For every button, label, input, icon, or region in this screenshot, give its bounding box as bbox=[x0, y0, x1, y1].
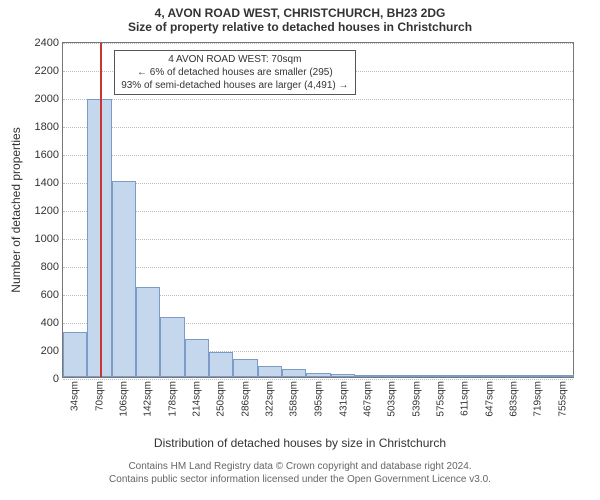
histogram-bar bbox=[477, 375, 501, 377]
x-tick-label: 647sqm bbox=[484, 381, 495, 417]
histogram-bar bbox=[428, 375, 452, 377]
footer-line2: Contains public sector information licen… bbox=[0, 473, 600, 486]
y-tick-label: 2400 bbox=[35, 37, 63, 49]
chart-plot-area: 0200400600800100012001400160018002000220… bbox=[62, 42, 574, 378]
y-tick-label: 600 bbox=[41, 289, 63, 301]
x-tick-label: 467sqm bbox=[363, 381, 374, 417]
y-axis-label: Number of detached properties bbox=[9, 127, 23, 292]
property-marker-line bbox=[100, 43, 102, 377]
footer-line1: Contains HM Land Registry data © Crown c… bbox=[0, 460, 600, 473]
histogram-bar bbox=[550, 375, 574, 377]
gridline bbox=[63, 99, 573, 100]
x-tick-label: 358sqm bbox=[289, 381, 300, 417]
x-tick-label: 214sqm bbox=[191, 381, 202, 417]
histogram-bar bbox=[136, 287, 160, 377]
x-tick-label: 719sqm bbox=[533, 381, 544, 417]
x-tick-label: 431sqm bbox=[338, 381, 349, 417]
histogram-bar bbox=[355, 375, 379, 377]
gridline bbox=[63, 155, 573, 156]
title-subtitle: Size of property relative to detached ho… bbox=[0, 20, 600, 34]
histogram-bar bbox=[63, 332, 87, 378]
x-tick-label: 755sqm bbox=[557, 381, 568, 417]
x-tick-label: 286sqm bbox=[240, 381, 251, 417]
x-tick-label: 322sqm bbox=[264, 381, 275, 417]
y-tick-label: 1400 bbox=[35, 177, 63, 189]
x-tick-label: 575sqm bbox=[436, 381, 447, 417]
gridline bbox=[63, 211, 573, 212]
histogram-bar bbox=[380, 375, 404, 377]
histogram-bar bbox=[331, 374, 355, 377]
x-tick-label: 395sqm bbox=[314, 381, 325, 417]
y-tick-label: 800 bbox=[41, 261, 63, 273]
gridline bbox=[63, 127, 573, 128]
y-tick-label: 2000 bbox=[35, 93, 63, 105]
x-tick-label: 539sqm bbox=[411, 381, 422, 417]
histogram-bar bbox=[209, 352, 233, 377]
y-tick-label: 0 bbox=[53, 373, 63, 385]
x-tick-label: 683sqm bbox=[509, 381, 520, 417]
y-tick-label: 1000 bbox=[35, 233, 63, 245]
footer-attribution: Contains HM Land Registry data © Crown c… bbox=[0, 460, 600, 486]
histogram-bar bbox=[404, 375, 428, 377]
gridline bbox=[63, 379, 573, 380]
annotation-line: 4 AVON ROAD WEST: 70sqm bbox=[121, 53, 348, 66]
annotation-line: 93% of semi-detached houses are larger (… bbox=[121, 79, 348, 92]
x-axis-label: Distribution of detached houses by size … bbox=[0, 436, 600, 450]
x-tick-label: 178sqm bbox=[167, 381, 178, 417]
histogram-bar bbox=[501, 375, 525, 377]
x-tick-label: 250sqm bbox=[216, 381, 227, 417]
x-tick-label: 106sqm bbox=[118, 381, 129, 417]
x-tick-label: 611sqm bbox=[460, 381, 471, 416]
histogram-bar bbox=[526, 375, 550, 377]
x-tick-label: 34sqm bbox=[70, 381, 81, 411]
histogram-bar bbox=[112, 181, 136, 377]
histogram-bar bbox=[306, 373, 330, 377]
annotation-line: ← 6% of detached houses are smaller (295… bbox=[121, 66, 348, 79]
x-tick-label: 70sqm bbox=[94, 381, 105, 411]
histogram-bar bbox=[185, 339, 209, 377]
histogram-bar bbox=[258, 366, 282, 377]
histogram-bar bbox=[233, 359, 257, 377]
histogram-bar bbox=[453, 375, 477, 377]
y-tick-label: 400 bbox=[41, 317, 63, 329]
histogram-bar bbox=[160, 317, 184, 377]
gridline bbox=[63, 239, 573, 240]
x-tick-label: 503sqm bbox=[387, 381, 398, 417]
y-tick-label: 1200 bbox=[35, 205, 63, 217]
x-tick-label: 142sqm bbox=[143, 381, 154, 417]
y-tick-label: 200 bbox=[41, 345, 63, 357]
y-tick-label: 1600 bbox=[35, 149, 63, 161]
y-tick-label: 1800 bbox=[35, 121, 63, 133]
gridline bbox=[63, 267, 573, 268]
histogram-bar bbox=[282, 369, 306, 377]
gridline bbox=[63, 183, 573, 184]
annotation-box: 4 AVON ROAD WEST: 70sqm← 6% of detached … bbox=[114, 50, 355, 95]
y-tick-label: 2200 bbox=[35, 65, 63, 77]
title-address: 4, AVON ROAD WEST, CHRISTCHURCH, BH23 2D… bbox=[0, 0, 600, 20]
gridline bbox=[63, 43, 573, 44]
